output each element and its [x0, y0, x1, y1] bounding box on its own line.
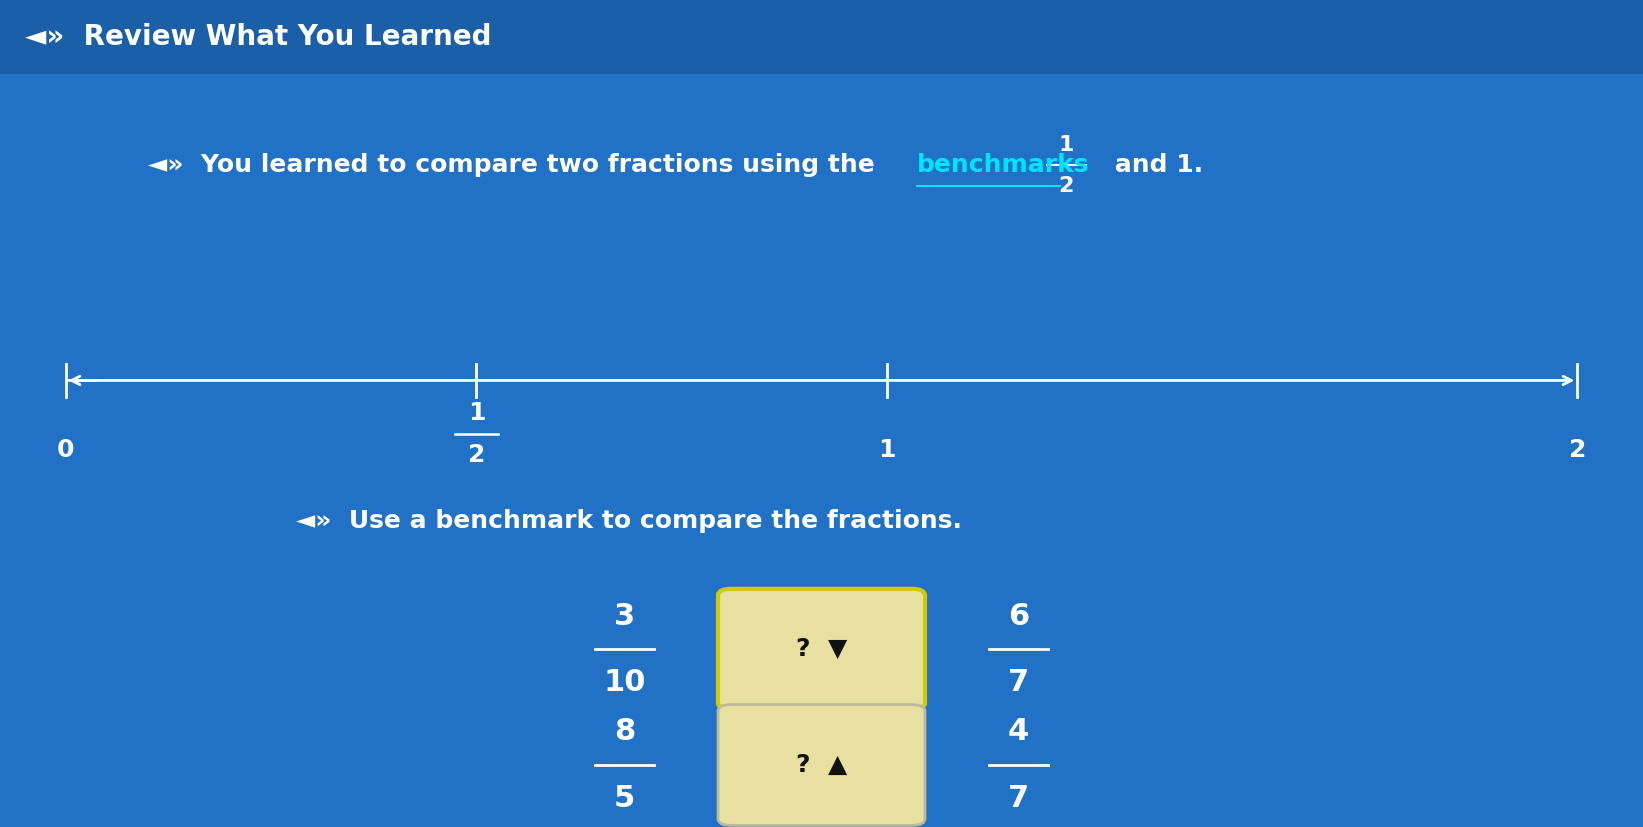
Text: 6: 6: [1009, 601, 1029, 631]
Text: 3: 3: [614, 601, 634, 631]
FancyBboxPatch shape: [0, 0, 1643, 74]
Text: 1: 1: [1058, 135, 1075, 155]
Text: 4: 4: [1009, 717, 1029, 747]
Text: ?  ▲: ? ▲: [795, 753, 848, 777]
Text: and 1.: and 1.: [1106, 153, 1203, 178]
Text: 1: 1: [468, 401, 485, 426]
FancyBboxPatch shape: [718, 589, 925, 710]
Text: 7: 7: [1009, 667, 1029, 697]
Text: ◄»  Use a benchmark to compare the fractions.: ◄» Use a benchmark to compare the fracti…: [296, 509, 961, 533]
Text: 7: 7: [1009, 783, 1029, 813]
Text: 0: 0: [58, 438, 74, 462]
Text: 5: 5: [614, 783, 634, 813]
Text: 1: 1: [879, 438, 895, 462]
Text: ?  ▼: ? ▼: [795, 637, 848, 662]
Text: benchmarks: benchmarks: [917, 153, 1089, 178]
Text: 2: 2: [468, 442, 485, 467]
Text: 2: 2: [1569, 438, 1585, 462]
Text: ◄»  Review What You Learned: ◄» Review What You Learned: [25, 23, 491, 51]
Text: ◄»  You learned to compare two fractions using the: ◄» You learned to compare two fractions …: [148, 153, 884, 178]
Text: 2: 2: [1058, 176, 1075, 196]
FancyBboxPatch shape: [718, 705, 925, 825]
Text: 10: 10: [603, 667, 646, 697]
Text: 8: 8: [614, 717, 634, 747]
